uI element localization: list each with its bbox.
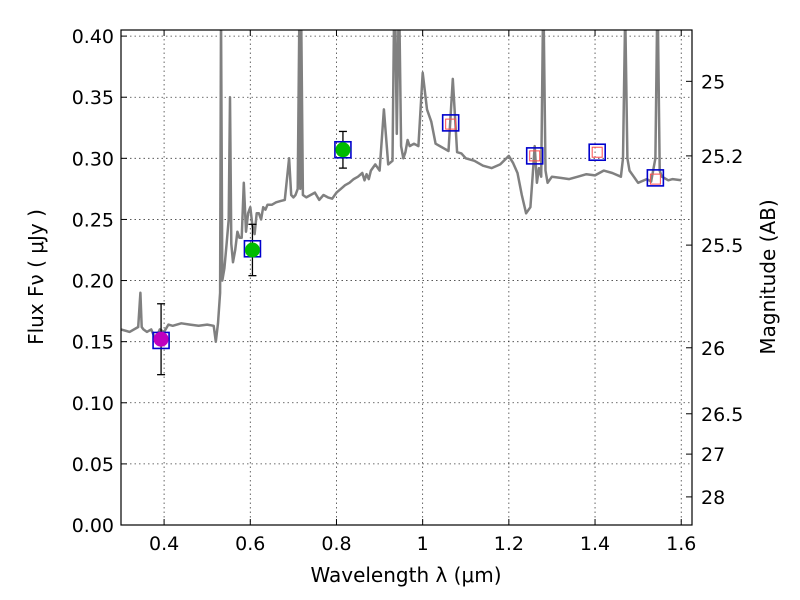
- plot-frame: [120, 29, 693, 526]
- mag-tick-label: 27: [701, 444, 725, 466]
- x-tick-label: 0.4: [149, 533, 179, 555]
- observed-point: [153, 331, 169, 347]
- model-photometry-square: [334, 140, 352, 159]
- sed-model-line: [121, 30, 682, 343]
- mag-tick-label: 25: [701, 71, 725, 93]
- x-tick-label: 1: [417, 533, 429, 555]
- x-tick-label: 1.2: [494, 533, 524, 555]
- upper-limit-marker: [591, 146, 603, 158]
- mag-tick-label: 28: [701, 487, 725, 509]
- y-tick-label: 0.00: [72, 515, 114, 537]
- upper-limit-marker: [529, 150, 541, 162]
- mag-tick-label: 26: [701, 338, 725, 360]
- y-tick-label: 0.35: [72, 87, 114, 109]
- x-tick-label: 1.6: [666, 533, 696, 555]
- model-photometry-square: [588, 143, 606, 162]
- y-tick-label: 0.10: [72, 393, 114, 415]
- y-tick-label: 0.30: [72, 148, 114, 170]
- model-photometry-square: [646, 169, 665, 187]
- mag-tick-label: 26.5: [701, 404, 743, 426]
- x-tick-label: 0.8: [321, 533, 351, 555]
- model-photometry-square: [441, 114, 460, 132]
- y-tick-label: 0.25: [72, 209, 114, 231]
- y-tick-label: 0.15: [72, 332, 114, 354]
- y-tick-label: 0.05: [72, 454, 114, 476]
- mag-tick-label: 25.2: [701, 146, 743, 168]
- x-axis-title: Wavelength λ (μm): [310, 563, 501, 587]
- model-photometry-square: [525, 147, 544, 165]
- grid: [121, 30, 692, 526]
- upper-limit-marker: [445, 118, 457, 130]
- y-tick-label: 0.20: [72, 271, 114, 293]
- plot-area: [121, 30, 682, 376]
- mag-tick-label: 25.5: [701, 235, 743, 257]
- observed-point: [335, 142, 351, 158]
- y-axis-title: Flux Fν ( μJy ): [24, 209, 48, 345]
- observed-point: [244, 242, 260, 258]
- y2-axis-title: Magnitude (AB): [756, 199, 780, 354]
- x-tick-label: 0.6: [235, 533, 265, 555]
- y-tick-label: 0.40: [72, 26, 114, 48]
- upper-limit-marker: [649, 173, 661, 185]
- axes: 0.4 0.6 0.8 1 1.2 1.4 1.6 0.00 0.05 0.10 0.15 0.20 0…: [72, 26, 744, 555]
- x-tick-label: 1.4: [580, 533, 610, 555]
